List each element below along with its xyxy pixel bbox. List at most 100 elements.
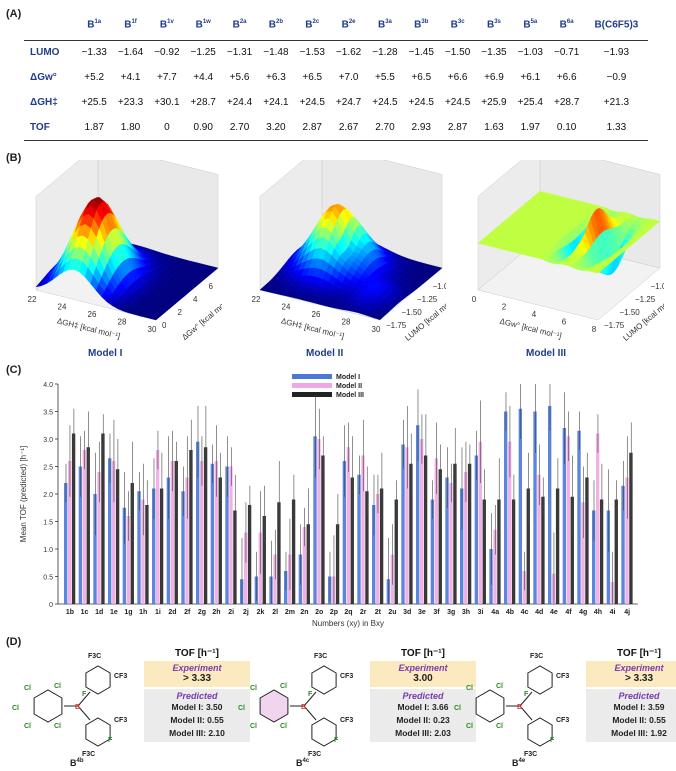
bar-2g-1 — [199, 461, 204, 604]
bar-4e-2 — [555, 488, 560, 604]
aromatic-ring — [259, 689, 289, 723]
x-tick-label: 4d — [535, 609, 543, 616]
column-base: B — [305, 19, 313, 31]
aromatic-ring — [527, 717, 553, 747]
column-base: B — [232, 19, 240, 31]
atom-label: F — [82, 691, 87, 698]
table-cell: −1.28 — [372, 47, 398, 59]
table-cell: +25.5 — [81, 97, 107, 108]
x-tick-label: 2q — [344, 609, 352, 616]
bar-1d-2 — [101, 433, 105, 604]
molecule-structure-1: B Cl Cl Cl Cl Cl F3C CF3 F CF3 F3C F — [238, 653, 353, 758]
aromatic-ring — [85, 665, 111, 695]
bar-4h-0 — [592, 510, 596, 604]
molecule-name: B4e — [512, 758, 525, 768]
atom-label: Cl — [466, 723, 473, 730]
bar-1e-2 — [115, 469, 120, 604]
experiment-title: Experiment — [398, 663, 448, 673]
column-header-6: B2c — [294, 10, 330, 40]
model-2-label: Model II — [306, 348, 344, 359]
x-tick-label: 26 — [312, 310, 321, 319]
table-cell: +25.4 — [517, 97, 543, 108]
table-corner — [24, 10, 76, 40]
column-base: B — [486, 19, 495, 31]
bar-1d-0 — [93, 494, 97, 604]
legend-label: Model III — [336, 392, 364, 399]
table-cell: −1.48 — [263, 47, 289, 59]
column-base: B — [450, 19, 458, 31]
atom-label: F3C — [88, 653, 101, 660]
bar-3f-1 — [434, 458, 438, 604]
table-row: LUMO −1.33 −1.64 −0.92 −1.25 −1.31 −1.48 −1.53−… — [24, 40, 648, 65]
x-tick-label: 4a — [491, 609, 499, 616]
column-header-0: B1a — [76, 10, 112, 40]
x-tick-label: 2n — [300, 609, 308, 616]
bond — [303, 705, 317, 721]
surface-patch — [592, 269, 602, 274]
molecule-name-sup: 4e — [518, 758, 526, 764]
x-tick-label: 26 — [88, 310, 97, 319]
atom-label: CF3 — [340, 717, 353, 724]
atom-label: Cl — [280, 723, 287, 730]
table-cell: 2.70 — [375, 121, 395, 133]
molecule-structure-2: B Cl Cl Cl Cl Cl F3C CF3 F CF3 F3C F — [454, 653, 569, 758]
predicted-title: Predicted — [402, 691, 444, 701]
table-cell: 1.33 — [606, 121, 627, 133]
bond — [519, 691, 533, 707]
bar-3d-0 — [401, 444, 405, 604]
y-tick-label: −1.00 — [433, 282, 447, 291]
tof-header: TOF [h⁻¹] — [401, 648, 445, 659]
table-cell: −1.50 — [444, 47, 471, 59]
table-cell: +6.6 — [556, 72, 577, 83]
aromatic-ring — [33, 689, 63, 723]
atom-label: Cl — [12, 705, 19, 712]
bar-4f-1 — [566, 436, 570, 604]
y-tick-label: 2.0 — [43, 492, 53, 499]
x-tick-label: 3f — [433, 609, 440, 616]
atom-label: CF3 — [114, 673, 127, 680]
bar-3h-0 — [460, 488, 464, 604]
column-base: B(C6F5)3 — [594, 19, 639, 31]
column-sup: 2c — [312, 19, 320, 26]
bar-2f-1 — [185, 477, 189, 604]
atom-label: Cl — [54, 723, 61, 730]
bar-2r-0 — [357, 474, 361, 604]
table-cell: +24.5 — [408, 97, 434, 108]
y-tick-label: −1.50 — [402, 308, 423, 317]
atom-label: CF3 — [556, 717, 569, 724]
column-base: B — [559, 19, 567, 31]
y-tick-label: −1.50 — [620, 308, 641, 317]
table-cell: +21.3 — [603, 97, 630, 108]
x-tick-label: 4j — [624, 609, 630, 616]
bar-2p-2 — [335, 524, 340, 604]
y-tick-label: −1.00 — [651, 282, 665, 291]
table-body: LUMO −1.33 −1.64 −0.92 −1.25 −1.31 −1.48 −1.53−… — [24, 40, 648, 140]
x-tick-label: 1e — [110, 609, 118, 616]
table-cell: −1.53 — [299, 47, 325, 59]
y-tick-label: 1.5 — [43, 520, 53, 527]
row-label: TOF — [30, 121, 50, 133]
row-label: LUMO — [30, 47, 60, 59]
table-cell: +24.5 — [299, 97, 325, 108]
molecule-name-base: B — [512, 758, 519, 768]
predicted-block: Predicted Model I: 3.50 Model II: 0.55 Mode… — [144, 689, 250, 742]
atom-label: Cl — [454, 705, 461, 712]
table-cell: −0.9 — [606, 72, 627, 83]
column-base: B — [268, 19, 276, 31]
table-cell: 1.97 — [520, 121, 541, 133]
table-cell: +30.1 — [154, 97, 180, 108]
x-tick-label: 4c — [521, 609, 529, 616]
bar-1b-0 — [64, 483, 68, 604]
bar-1e-0 — [108, 458, 112, 604]
bar-1b-1 — [67, 461, 72, 604]
x-tick-label: 3d — [403, 609, 411, 616]
x-tick-label: 4f — [565, 609, 572, 616]
aromatic-ring — [311, 665, 337, 695]
table-cell: +6.1 — [520, 72, 541, 83]
table-cell: +6.6 — [447, 72, 468, 83]
x-tick-label: 4 — [532, 310, 537, 319]
bar-4g-2 — [585, 477, 589, 604]
atom-label: Cl — [280, 683, 287, 690]
prediction-row: Model I: 3.66 — [397, 702, 449, 712]
molecule-name: B4c — [296, 758, 309, 768]
